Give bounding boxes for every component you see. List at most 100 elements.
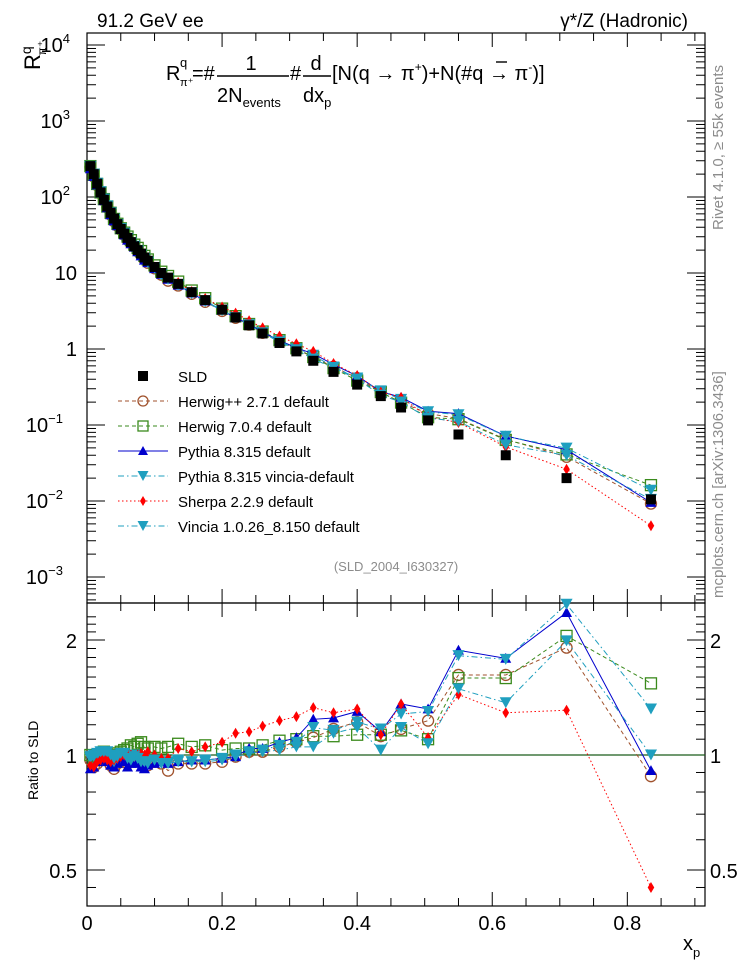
ratio-point-vincia — [452, 683, 465, 695]
data-point-sld — [186, 287, 197, 298]
legend-item-pythia: Pythia 8.315 default — [118, 444, 311, 461]
data-point-sld — [149, 261, 160, 272]
legend-marker-herwig7 — [137, 420, 149, 432]
ratio-point-sherpa — [397, 698, 405, 710]
main-data-layer — [84, 159, 658, 532]
ratio-point-sherpa — [502, 707, 510, 719]
data-point-sld — [200, 295, 211, 306]
mcplots-label: mcplots.cern.ch [arXiv:1306.3436] — [710, 371, 727, 598]
legend-marker-vincia — [137, 521, 149, 531]
ratio-y-tick-label: 2 — [66, 631, 77, 653]
data-point-sld — [423, 415, 434, 426]
ratio-point-vincia_p8 — [499, 653, 512, 665]
ratio-point-vincia — [422, 738, 435, 750]
ratio-point-sherpa — [647, 881, 655, 893]
y-tick-label: 10 — [55, 263, 77, 285]
ratio-y-tick-label-right: 1 — [710, 746, 721, 768]
main-y-axis-label: Rqπ⁺ — [18, 41, 49, 70]
data-point-vincia — [351, 373, 364, 385]
ratio-point-sherpa — [232, 727, 239, 739]
main-series-sld — [85, 161, 656, 505]
svg-text:d: d — [310, 53, 321, 75]
legend-label-sld: SLD — [178, 369, 207, 386]
ratio-y-tick-label: 1 — [66, 746, 77, 768]
ratio-y-tick-label-right: 0.5 — [710, 861, 738, 883]
ratio-point-vincia — [560, 635, 573, 647]
ratio-point-vincia — [273, 744, 286, 756]
data-point-vincia_p8 — [644, 484, 658, 496]
ratio-point-sherpa — [330, 707, 337, 719]
data-point-sld — [257, 328, 268, 339]
y-tick-label: 104 — [41, 31, 70, 57]
ratio-point-herwig7 — [644, 677, 658, 690]
data-point-sherpa — [563, 463, 570, 475]
x-tick-label: 0.8 — [613, 913, 641, 935]
svg-text:2Nevents: 2Nevents — [217, 85, 281, 110]
data-point-sld — [291, 346, 302, 357]
x-tick-label: 0.6 — [478, 913, 506, 935]
ratio-point-vincia — [290, 741, 303, 753]
ratio-data-layer — [84, 598, 658, 893]
ratio-x-ticks: 0 0.2 0.4 0.6 0.8 — [81, 603, 696, 935]
ratio-point-sherpa — [188, 746, 195, 758]
rivet-label: Rivet 4.1.0, ≥ 55k events — [710, 65, 727, 230]
data-point-sld — [645, 494, 656, 505]
legend-label-sherpa: Sherpa 2.2.9 default — [178, 494, 314, 511]
ratio-point-sherpa — [144, 746, 152, 758]
main-series-herwigpp — [84, 160, 658, 510]
ratio-point-vincia_p8 — [452, 650, 465, 662]
ratio-point-sherpa — [563, 704, 570, 716]
svg-text:#: # — [290, 63, 302, 85]
y-tick-label: 102 — [41, 183, 70, 209]
ratio-point-sherpa — [276, 715, 283, 727]
data-point-sld — [561, 473, 572, 484]
y-tick-label: 103 — [41, 107, 70, 133]
ratio-point-vincia — [185, 756, 198, 768]
svg-text:=#: =# — [192, 63, 216, 85]
ratio-line-herwig7 — [90, 635, 652, 759]
data-point-sherpa — [647, 520, 655, 532]
ratio-point-sherpa — [174, 742, 182, 754]
svg-text:q: q — [180, 55, 187, 70]
main-panel-frame — [86, 32, 706, 604]
legend-label-pythia: Pythia 8.315 default — [178, 444, 311, 461]
ratio-y-ticks: 2 2 1 1 0.5 0.5 — [49, 616, 738, 888]
data-point-sld — [244, 320, 255, 331]
ratio-point-vincia — [141, 758, 154, 770]
reference-label: (SLD_2004_I630327) — [334, 559, 458, 574]
ratio-y-tick-label-right: 2 — [710, 631, 721, 653]
data-point-sld — [500, 450, 511, 461]
y-tick-label: 10−2 — [26, 487, 63, 513]
ratio-point-vincia — [148, 754, 161, 766]
data-point-sld — [102, 201, 113, 212]
data-point-vincia — [560, 449, 573, 461]
data-point-sld — [453, 429, 464, 440]
data-point-sld — [92, 178, 103, 189]
ratio-point-vincia — [327, 727, 340, 739]
x-tick-label: 0 — [81, 913, 92, 935]
data-point-vincia_p8 — [499, 430, 512, 442]
ratio-point-vincia_p8 — [307, 722, 320, 734]
legend-label-vincia_p8: Pythia 8.315 vincia-default — [178, 469, 355, 486]
legend-item-sld: SLD — [138, 369, 207, 386]
formula-title: R q π⁺ =# 1 2Nevents # d dxp [N(q → π+)+… — [166, 53, 545, 110]
legend: SLD Herwig++ 2.7.1 default Herwig 7.0.4 de… — [118, 369, 360, 536]
ratio-point-vincia — [256, 746, 269, 758]
ratio-point-vincia — [161, 758, 175, 770]
ratio-point-vincia_p8 — [644, 703, 658, 715]
data-point-sld — [163, 272, 174, 283]
svg-text:[N(q → π+)+N(#q → π-)]: [N(q → π+)+N(#q → π-)] — [332, 60, 545, 85]
ratio-point-pythia — [307, 713, 319, 724]
y-tick-label: 10−1 — [26, 411, 63, 437]
legend-item-herwig7: Herwig 7.0.4 default — [118, 419, 312, 436]
data-point-sld — [105, 207, 116, 218]
data-point-sld — [95, 187, 106, 198]
ratio-point-sherpa — [141, 749, 148, 761]
ratio-point-pythia — [561, 607, 573, 617]
ratio-point-vincia_p8 — [351, 716, 364, 728]
data-point-vincia — [452, 415, 465, 427]
header-right: γ*/Z (Hadronic) — [560, 11, 688, 32]
ratio-point-herwig7 — [161, 740, 175, 754]
